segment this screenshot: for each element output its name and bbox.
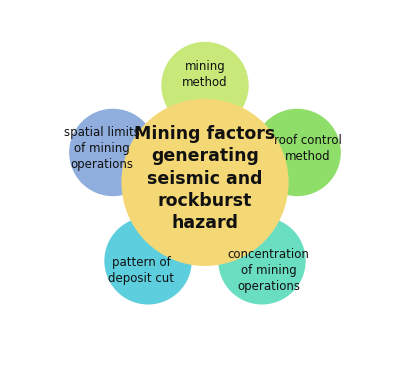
Text: concentration
of mining
operations: concentration of mining operations: [227, 247, 309, 293]
Circle shape: [104, 217, 191, 304]
Circle shape: [121, 99, 288, 266]
Text: roof control
method: roof control method: [273, 135, 341, 163]
Text: mining
method: mining method: [182, 60, 227, 89]
Circle shape: [69, 109, 156, 196]
Circle shape: [253, 109, 340, 196]
Circle shape: [218, 217, 305, 304]
Text: pattern of
deposit cut: pattern of deposit cut: [108, 255, 174, 285]
Text: spatial limits
of mining
operations: spatial limits of mining operations: [64, 127, 139, 171]
Circle shape: [161, 42, 248, 129]
Text: Mining factors
generating
seismic and
rockburst
hazard: Mining factors generating seismic and ro…: [134, 125, 275, 232]
